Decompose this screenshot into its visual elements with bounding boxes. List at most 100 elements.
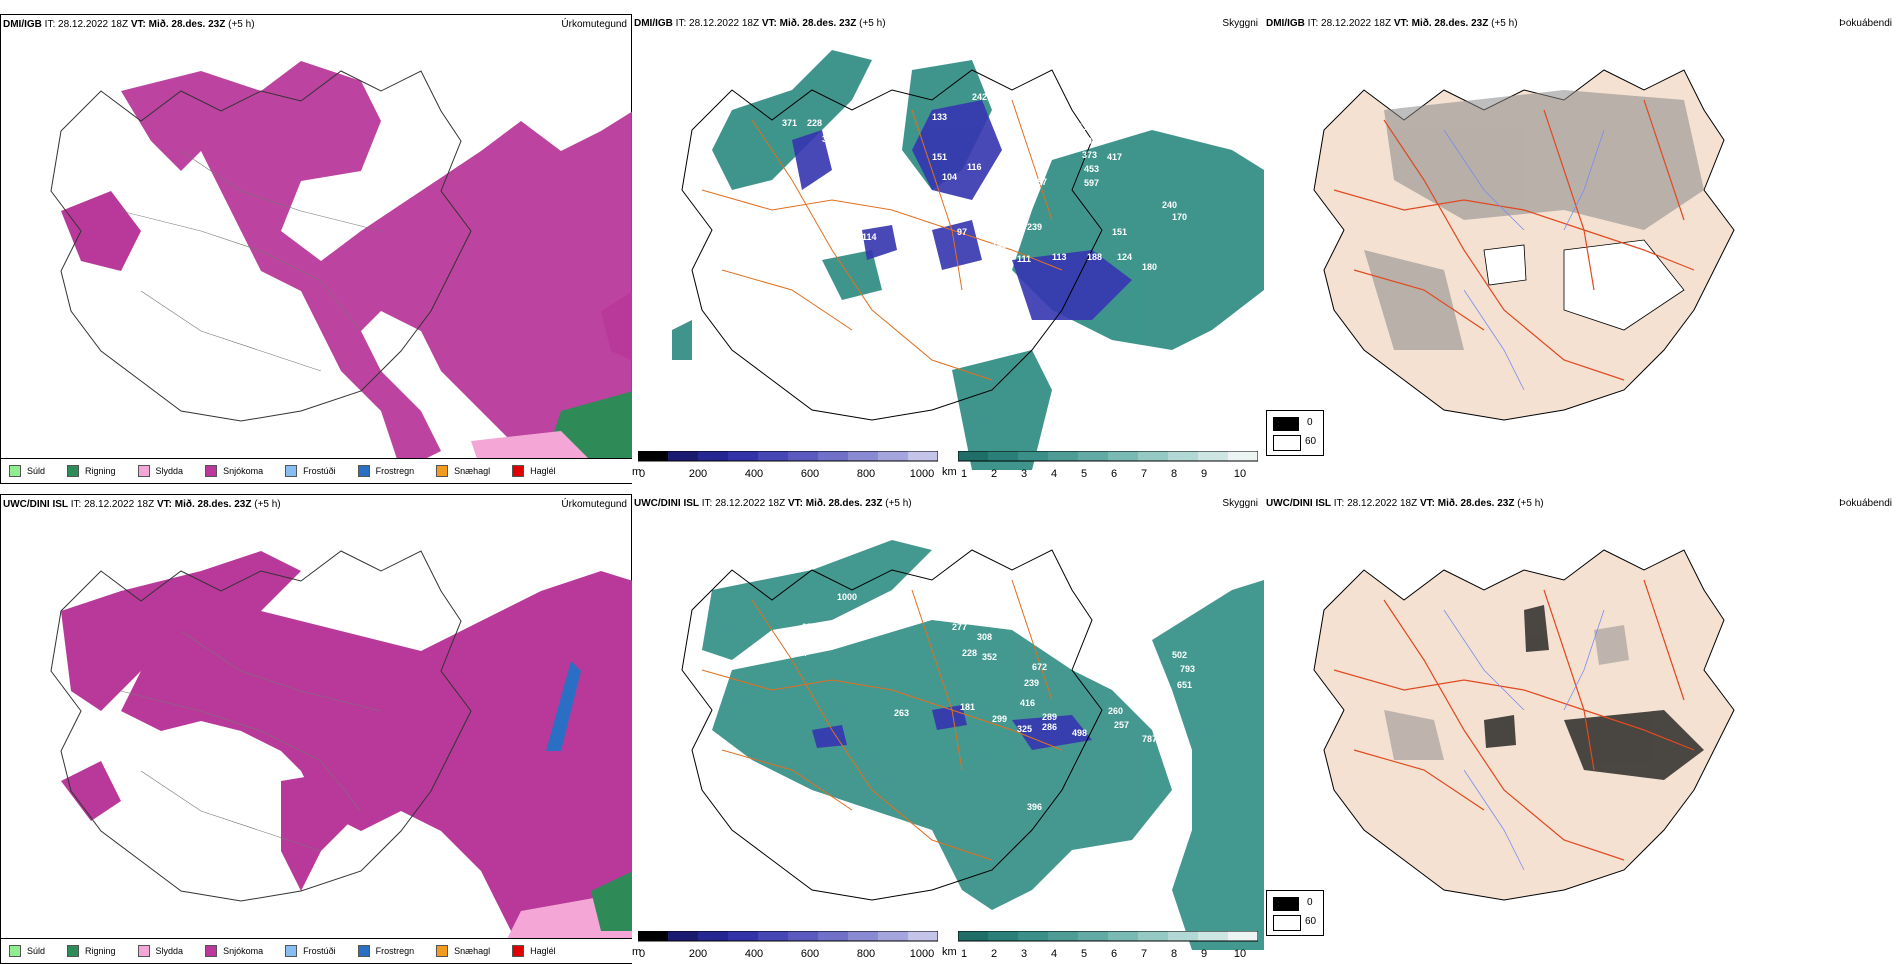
num-label: 114: [862, 232, 877, 242]
num-label: 261: [1146, 714, 1161, 724]
tick: 200: [688, 468, 708, 480]
fog-swatch-high: [1273, 435, 1301, 451]
num-label: 453: [1084, 164, 1099, 174]
colorbar-m: m 0 200 400 600 800 1000: [632, 930, 939, 960]
num-label: 239: [1024, 678, 1039, 688]
panel-header: DMI/IGB IT: 28.12.2022 18Z VT: Mið. 28.d…: [3, 19, 255, 30]
precip-legend: Súld Rigning Slydda Snjókoma Frostúði Fr…: [1, 938, 633, 963]
num-label: 956: [802, 622, 817, 632]
legend-item-rigning: Rigning: [67, 945, 116, 957]
num-label: 228: [962, 648, 977, 658]
tick: 0: [638, 468, 646, 480]
tick: 1000: [909, 468, 935, 480]
precip-map: [50, 550, 633, 951]
num-label: 498: [1072, 728, 1087, 738]
num-label: 308: [977, 632, 992, 642]
num-label: 170: [1172, 212, 1187, 222]
num-label: 239: [1027, 222, 1042, 232]
num-label: 260: [1108, 706, 1123, 716]
fog-map: [1313, 69, 1735, 421]
fog-legend-2: 0 60: [1266, 890, 1324, 936]
num-label: 151: [1112, 227, 1127, 237]
num-label: 352: [982, 652, 997, 662]
colorbar-km-swatches: [957, 450, 1259, 462]
fog-swatch-high: [1273, 915, 1301, 931]
panel-title: Þokuábendi: [1839, 18, 1892, 29]
tick: 400: [744, 468, 764, 480]
colorbar-km-unit: km: [942, 466, 957, 478]
precip-panel-1: DMI/IGB IT: 28.12.2022 18Z VT: Mið. 28.d…: [0, 14, 633, 484]
tick: 3: [1020, 468, 1028, 480]
num-label: 148: [992, 240, 1007, 250]
colorbar-km-swatches: [957, 930, 1259, 942]
legend-item-frostudi: Frostúði: [285, 945, 336, 957]
fog-swatch-low: [1273, 897, 1299, 911]
panel-header: UWC/DINI ISL IT: 28.12.2022 18Z VT: Mið.…: [634, 498, 912, 509]
precip-panel-2: UWC/DINI ISL IT: 28.12.2022 18Z VT: Mið.…: [0, 494, 633, 964]
cloud-panel-1: DMI/IGB IT: 28.12.2022 18Z VT: Mið. 28.d…: [632, 14, 1264, 484]
num-label: 151: [932, 152, 947, 162]
num-label: 104: [942, 172, 957, 182]
colorbar-km-unit: km: [942, 946, 957, 958]
cloud-panel-2: UWC/DINI ISL IT: 28.12.2022 18Z VT: Mið.…: [632, 494, 1264, 964]
cloud-numbers: 371 228 387 242 133 151 104 116 155 253 …: [782, 92, 1187, 332]
num-label: 1000: [837, 592, 857, 602]
num-label: 277: [952, 622, 967, 632]
num-label: 113: [1052, 252, 1067, 262]
legend-item-snjokoma: Snjókoma: [205, 465, 263, 477]
num-label: 299: [992, 714, 1007, 724]
panel-title: Úrkomutegund: [561, 499, 627, 510]
fog-swatch-low: [1273, 417, 1299, 431]
panel-header: DMI/IGB IT: 28.12.2022 18Z VT: Mið. 28.d…: [634, 18, 886, 29]
num-label: 97: [957, 227, 967, 237]
fog-label-low: 0: [1307, 417, 1313, 428]
fog-label-high: 60: [1305, 916, 1317, 927]
num-label: 125: [1060, 322, 1075, 332]
legend-item-slydda: Slydda: [137, 465, 183, 477]
colorbar-km: km 1 2 3 4 5 6 7 8 9 10: [942, 930, 1259, 960]
fog-label-low: 0: [1307, 897, 1313, 908]
num-label: 240: [1162, 200, 1177, 210]
num-label: 204: [947, 598, 962, 608]
num-label: 187: [1032, 177, 1047, 187]
num-label: 672: [1032, 662, 1047, 672]
panel-title: Þokuábendi: [1839, 498, 1892, 509]
num-label: 188: [1087, 252, 1102, 262]
num-label: 597: [1084, 178, 1099, 188]
fog-legend-1: 0 60: [1266, 410, 1324, 456]
num-label: 416: [1020, 698, 1035, 708]
num-label: 325: [1017, 724, 1032, 734]
num-label: 180: [1142, 262, 1157, 272]
num-label: 289: [1042, 712, 1057, 722]
num-label: 371: [782, 118, 797, 128]
tick: 5: [1080, 468, 1088, 480]
legend-item-rigning: Rigning: [67, 465, 116, 477]
tick: 10: [1233, 468, 1247, 480]
colorbar-m-swatches: [637, 450, 939, 462]
legend-item-snaehagl: Snæhagl: [436, 465, 490, 477]
tick: 2: [990, 468, 998, 480]
fog-label-high: 60: [1305, 436, 1317, 447]
num-label: 116: [967, 162, 982, 172]
panel-title: Úrkomutegund: [561, 19, 627, 30]
tick: 6: [1110, 468, 1118, 480]
legend-item-sudl: Súld: [9, 945, 45, 957]
num-label: 124: [1117, 252, 1132, 262]
fog-panel-2: UWC/DINI ISL IT: 28.12.2022 18Z VT: Mið.…: [1264, 494, 1896, 964]
num-label: 787: [1142, 734, 1157, 744]
num-label: 253: [1072, 122, 1087, 132]
colorbar-m-unit: m: [632, 466, 642, 478]
num-label: 286: [1042, 722, 1057, 732]
tick: 7: [1140, 468, 1148, 480]
num-label: 242: [972, 92, 987, 102]
legend-item-haglel: Haglél: [512, 945, 556, 957]
legend-item-haglel: Haglél: [512, 465, 556, 477]
legend-item-snaehagl: Snæhagl: [436, 945, 490, 957]
panel-title: Skyggni: [1222, 498, 1258, 509]
tick: 800: [856, 468, 876, 480]
num-label: 100: [1017, 202, 1032, 212]
num-label: 651: [1177, 680, 1192, 690]
num-label: 417: [1107, 152, 1122, 162]
tick: 600: [800, 468, 820, 480]
colorbar-km: km 1 2 3 4 5 6 7 8 9 10: [942, 450, 1259, 480]
